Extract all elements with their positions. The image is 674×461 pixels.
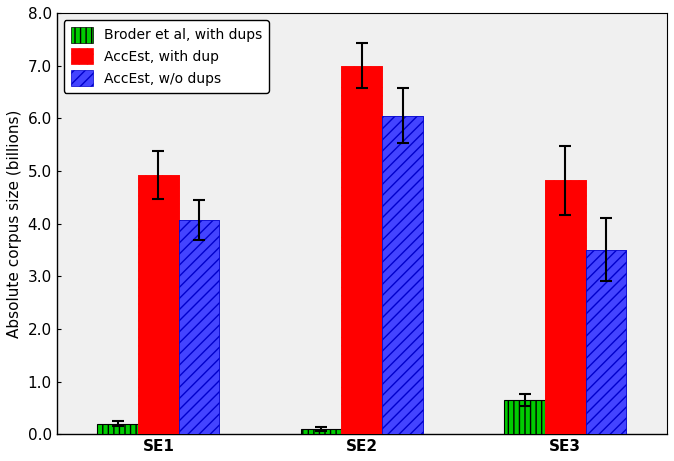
Bar (179, 220, 220, 434)
Bar (138, 175, 179, 434)
Bar (586, 250, 626, 434)
Bar (382, 116, 423, 434)
Bar (545, 180, 586, 434)
Legend: Broder et al, with dups, AccEst, with dup, AccEst, w/o dups: Broder et al, with dups, AccEst, with du… (63, 20, 269, 93)
Bar (179, 220, 220, 434)
Bar (301, 429, 342, 434)
Y-axis label: Absolute corpus size (billions): Absolute corpus size (billions) (7, 109, 22, 338)
Bar (97, 424, 138, 434)
Bar (138, 175, 179, 434)
Bar (342, 65, 382, 434)
Bar (382, 116, 423, 434)
Bar (342, 65, 382, 434)
Bar (586, 250, 626, 434)
Bar (545, 180, 586, 434)
Bar (504, 400, 545, 434)
